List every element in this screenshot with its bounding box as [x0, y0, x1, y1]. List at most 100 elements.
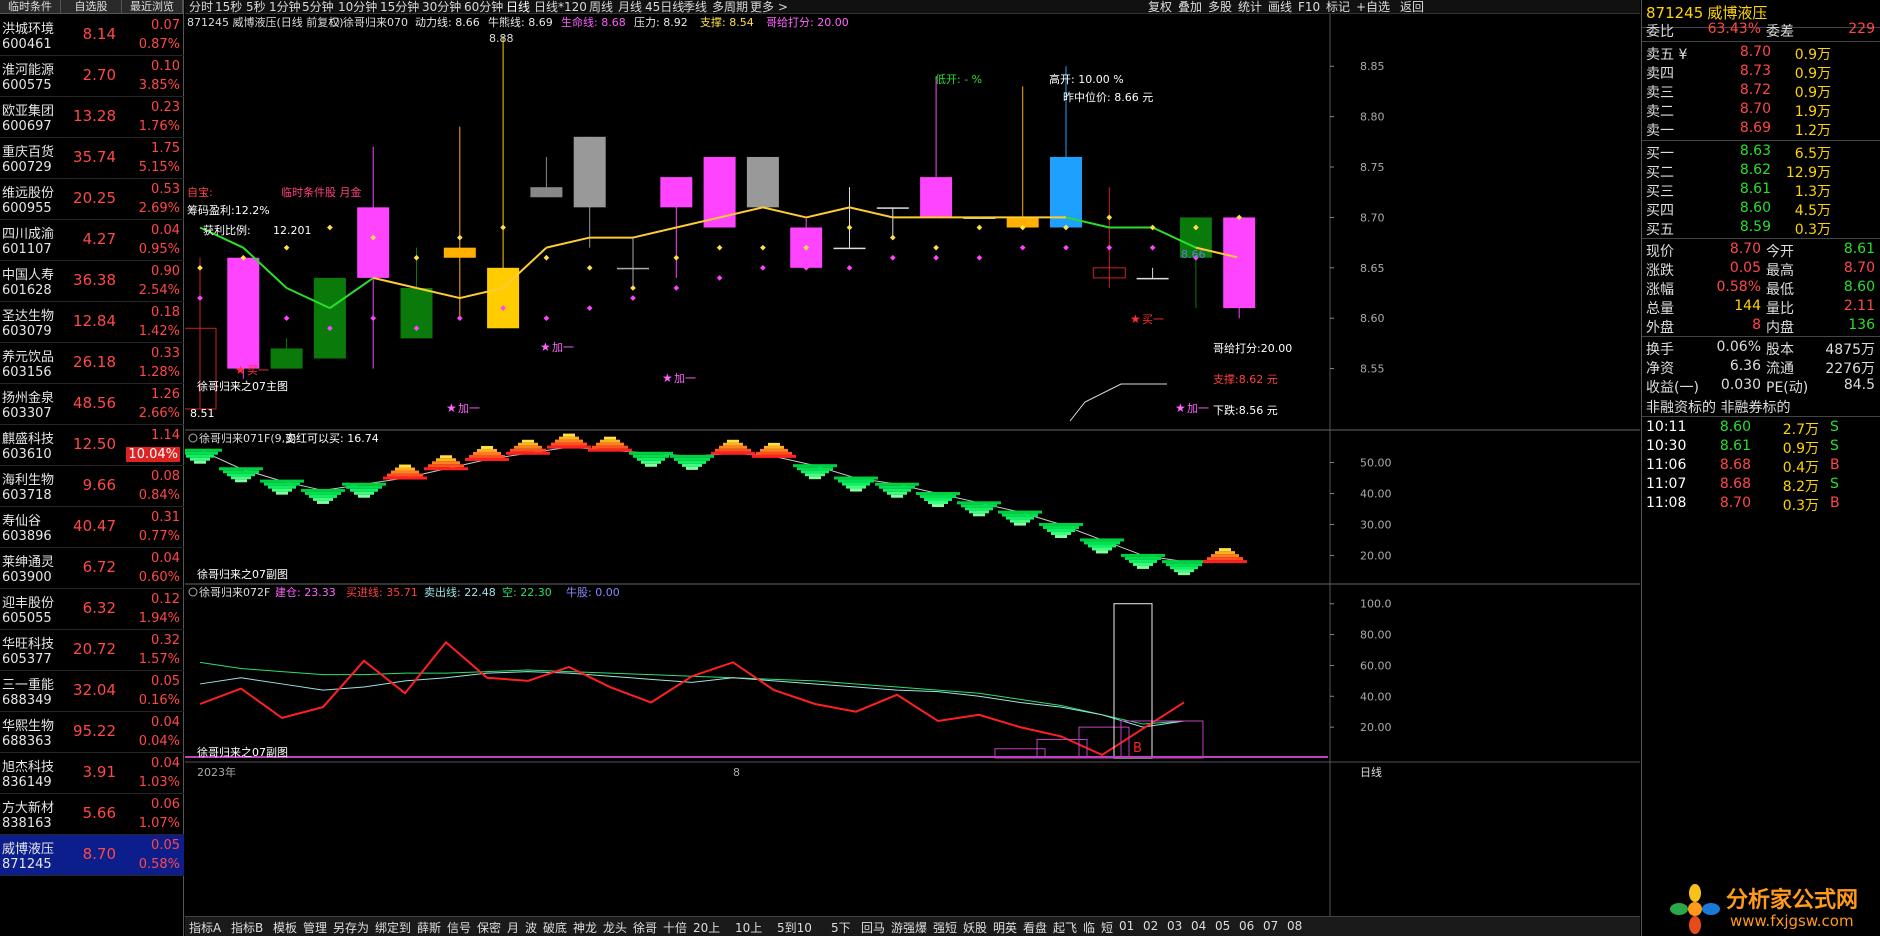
formula-tab[interactable]: 08 — [1287, 919, 1303, 933]
toolbar-right-button[interactable]: 叠加 — [1178, 0, 1203, 14]
signal-dot-magenta — [283, 315, 290, 322]
formula-tab[interactable]: 指标B — [231, 921, 264, 935]
formula-tab[interactable]: 10上 — [735, 921, 763, 935]
formula-tab[interactable]: 明英 — [993, 921, 1018, 935]
kline-chart-svg[interactable]: 871245 威博液压(日线 前复权) 徐哥归来070 动力线: 8.66 牛熊线: … — [185, 14, 1640, 916]
period-tab[interactable]: 多周期 — [712, 0, 749, 14]
formula-tab[interactable]: 04 — [1191, 919, 1207, 933]
period-tab[interactable]: 日线 — [506, 0, 531, 14]
candle — [530, 156, 563, 198]
period-tab[interactable]: 更多 > — [750, 0, 788, 14]
tick-time: 11:08 — [1646, 495, 1687, 511]
period-tab[interactable]: 5秒 — [246, 0, 266, 14]
stock-change-pct: 1.28% — [138, 365, 180, 380]
formula-tab[interactable]: 起飞 — [1053, 921, 1078, 935]
formula-tab[interactable]: 薛斯 — [417, 921, 442, 935]
pyramid-layer — [596, 442, 624, 446]
period-tab[interactable]: 5分钟 — [302, 0, 334, 14]
quote-name: 威博液压 — [1707, 4, 1768, 22]
toolbar-right-button[interactable]: 画线 — [1268, 0, 1293, 14]
formula-tab[interactable]: 龙头 — [603, 921, 628, 935]
formula-tab[interactable]: 强短 — [933, 921, 958, 935]
toolbar-right-button[interactable]: 标记 — [1326, 0, 1351, 14]
tab-watchlist[interactable]: 自选股 — [61, 0, 122, 13]
stock-price: 95.22 — [73, 722, 116, 740]
stock-row[interactable]: 华熙生物 688363 95.22 0.04 0.04% — [0, 712, 184, 753]
formula-tab[interactable]: 破底 — [543, 921, 568, 935]
period-tab[interactable]: 15分钟 — [380, 0, 420, 14]
formula-tab[interactable]: 模板 — [273, 921, 298, 935]
toolbar-right-button[interactable]: 多股 — [1208, 0, 1233, 14]
formula-tab[interactable]: 03 — [1167, 919, 1183, 933]
formula-tab[interactable]: 另存为 — [333, 921, 370, 935]
stock-row[interactable]: 海利生物 603718 9.66 0.08 0.84% — [0, 466, 184, 507]
stock-row[interactable]: 旭杰科技 836149 3.91 0.04 1.03% — [0, 753, 184, 794]
period-tab[interactable]: 日线*120 — [534, 0, 587, 14]
tab-recent[interactable]: 最近浏览 — [122, 0, 183, 13]
formula-tab[interactable]: 5下 — [831, 921, 851, 935]
formula-tab[interactable]: 保密 — [477, 921, 502, 935]
toolbar-right-button[interactable]: F10 — [1298, 0, 1321, 14]
formula-tab[interactable]: 05 — [1215, 919, 1231, 933]
stats-label: 净资 — [1646, 361, 1674, 377]
period-tab[interactable]: 30分钟 — [422, 0, 462, 14]
formula-tab[interactable]: 波 — [525, 921, 538, 935]
formula-tab[interactable]: 20上 — [693, 921, 721, 935]
stock-row[interactable]: 麒盛科技 603610 12.50 1.14 10.04% — [0, 425, 184, 466]
formula-tab[interactable]: 徐哥 — [633, 921, 658, 935]
formula-tab[interactable]: 信号 — [447, 921, 472, 935]
toolbar-right-button[interactable]: 统计 — [1238, 0, 1263, 14]
period-tab[interactable]: 1分钟 — [269, 0, 301, 14]
stock-row[interactable]: 迎丰股份 605055 6.32 0.12 1.94% — [0, 589, 184, 630]
period-tab[interactable]: 45日线 — [645, 0, 685, 14]
period-tab[interactable]: 15秒 — [215, 0, 243, 14]
period-tab[interactable]: 季线 — [683, 0, 708, 14]
stock-row[interactable]: 中国人寿 601628 36.38 0.90 2.54% — [0, 261, 184, 302]
formula-tab[interactable]: 看盘 — [1023, 921, 1048, 935]
period-tab[interactable]: 分时 — [189, 0, 214, 14]
stock-row[interactable]: 欧亚集团 600697 13.28 0.23 1.76% — [0, 97, 184, 138]
stock-row[interactable]: 淮河能源 600575 2.70 0.10 3.85% — [0, 56, 184, 97]
toolbar-right-button[interactable]: 返回 — [1400, 0, 1425, 14]
stock-row[interactable]: 养元饮品 603156 26.18 0.33 1.28% — [0, 343, 184, 384]
formula-tab[interactable]: 回马 — [861, 921, 886, 935]
stock-row[interactable]: 重庆百货 600729 35.74 1.75 5.15% — [0, 138, 184, 179]
stock-row[interactable]: 洪城环境 600461 8.14 0.07 0.87% — [0, 15, 184, 56]
stock-row[interactable]: 华旺科技 605377 20.72 0.32 1.57% — [0, 630, 184, 671]
tab-temp-condition[interactable]: 临时条件 — [0, 0, 61, 13]
formula-tab[interactable]: 绑定到 — [375, 921, 412, 935]
stock-row[interactable]: 维远股份 600955 20.25 0.53 2.69% — [0, 179, 184, 220]
stock-row[interactable]: 威博液压 871245 8.70 0.05 0.58% — [0, 835, 184, 876]
formula-tab[interactable]: 指标A — [189, 921, 222, 935]
period-tab[interactable]: 60分钟 — [464, 0, 504, 14]
formula-tab[interactable]: 神龙 — [573, 921, 598, 935]
formula-tab[interactable]: 月 — [507, 921, 520, 935]
formula-tab[interactable]: 07 — [1263, 919, 1279, 933]
period-tab[interactable]: 月线 — [618, 0, 643, 14]
chart-area[interactable]: 871245 威博液压(日线 前复权) 徐哥归来070 动力线: 8.66 牛熊线: … — [185, 14, 1640, 916]
toolbar-right-button[interactable]: +自选 — [1356, 0, 1391, 14]
stock-row[interactable]: 圣达生物 603079 12.84 0.18 1.42% — [0, 302, 184, 343]
formula-tab[interactable]: 临 — [1083, 921, 1096, 935]
formula-tab[interactable]: 5到10 — [777, 921, 812, 935]
stock-row[interactable]: 莱绅通灵 603900 6.72 0.04 0.60% — [0, 548, 184, 589]
formula-tab[interactable]: 十倍 — [663, 921, 688, 935]
period-tab[interactable]: 10分钟 — [338, 0, 378, 14]
formula-tab[interactable]: 游强爆 — [891, 921, 928, 935]
formula-tab[interactable]: 02 — [1143, 919, 1159, 933]
stats-label: 换手 — [1646, 342, 1674, 358]
stock-row[interactable]: 方大新材 838163 5.66 0.06 1.07% — [0, 794, 184, 835]
formula-tab[interactable]: 妖股 — [963, 921, 988, 935]
period-tab[interactable]: 周线 — [589, 0, 614, 14]
formula-tab[interactable]: 管理 — [303, 921, 328, 935]
toolbar-right-button[interactable]: 复权 — [1148, 0, 1173, 14]
stock-row[interactable]: 三一重能 688349 32.04 0.05 0.16% — [0, 671, 184, 712]
formula-tab[interactable]: 01 — [1119, 919, 1135, 933]
stock-row[interactable]: 四川成渝 601107 4.27 0.04 0.95% — [0, 220, 184, 261]
signal-dot-yellow — [933, 244, 939, 251]
signal-dot-yellow — [976, 224, 983, 231]
stock-row[interactable]: 寿仙谷 603896 40.47 0.31 0.77% — [0, 507, 184, 548]
formula-tab[interactable]: 06 — [1239, 919, 1255, 933]
formula-tab[interactable]: 短 — [1101, 921, 1114, 935]
stock-row[interactable]: 扬州金泉 603307 48.56 1.26 2.66% — [0, 384, 184, 425]
